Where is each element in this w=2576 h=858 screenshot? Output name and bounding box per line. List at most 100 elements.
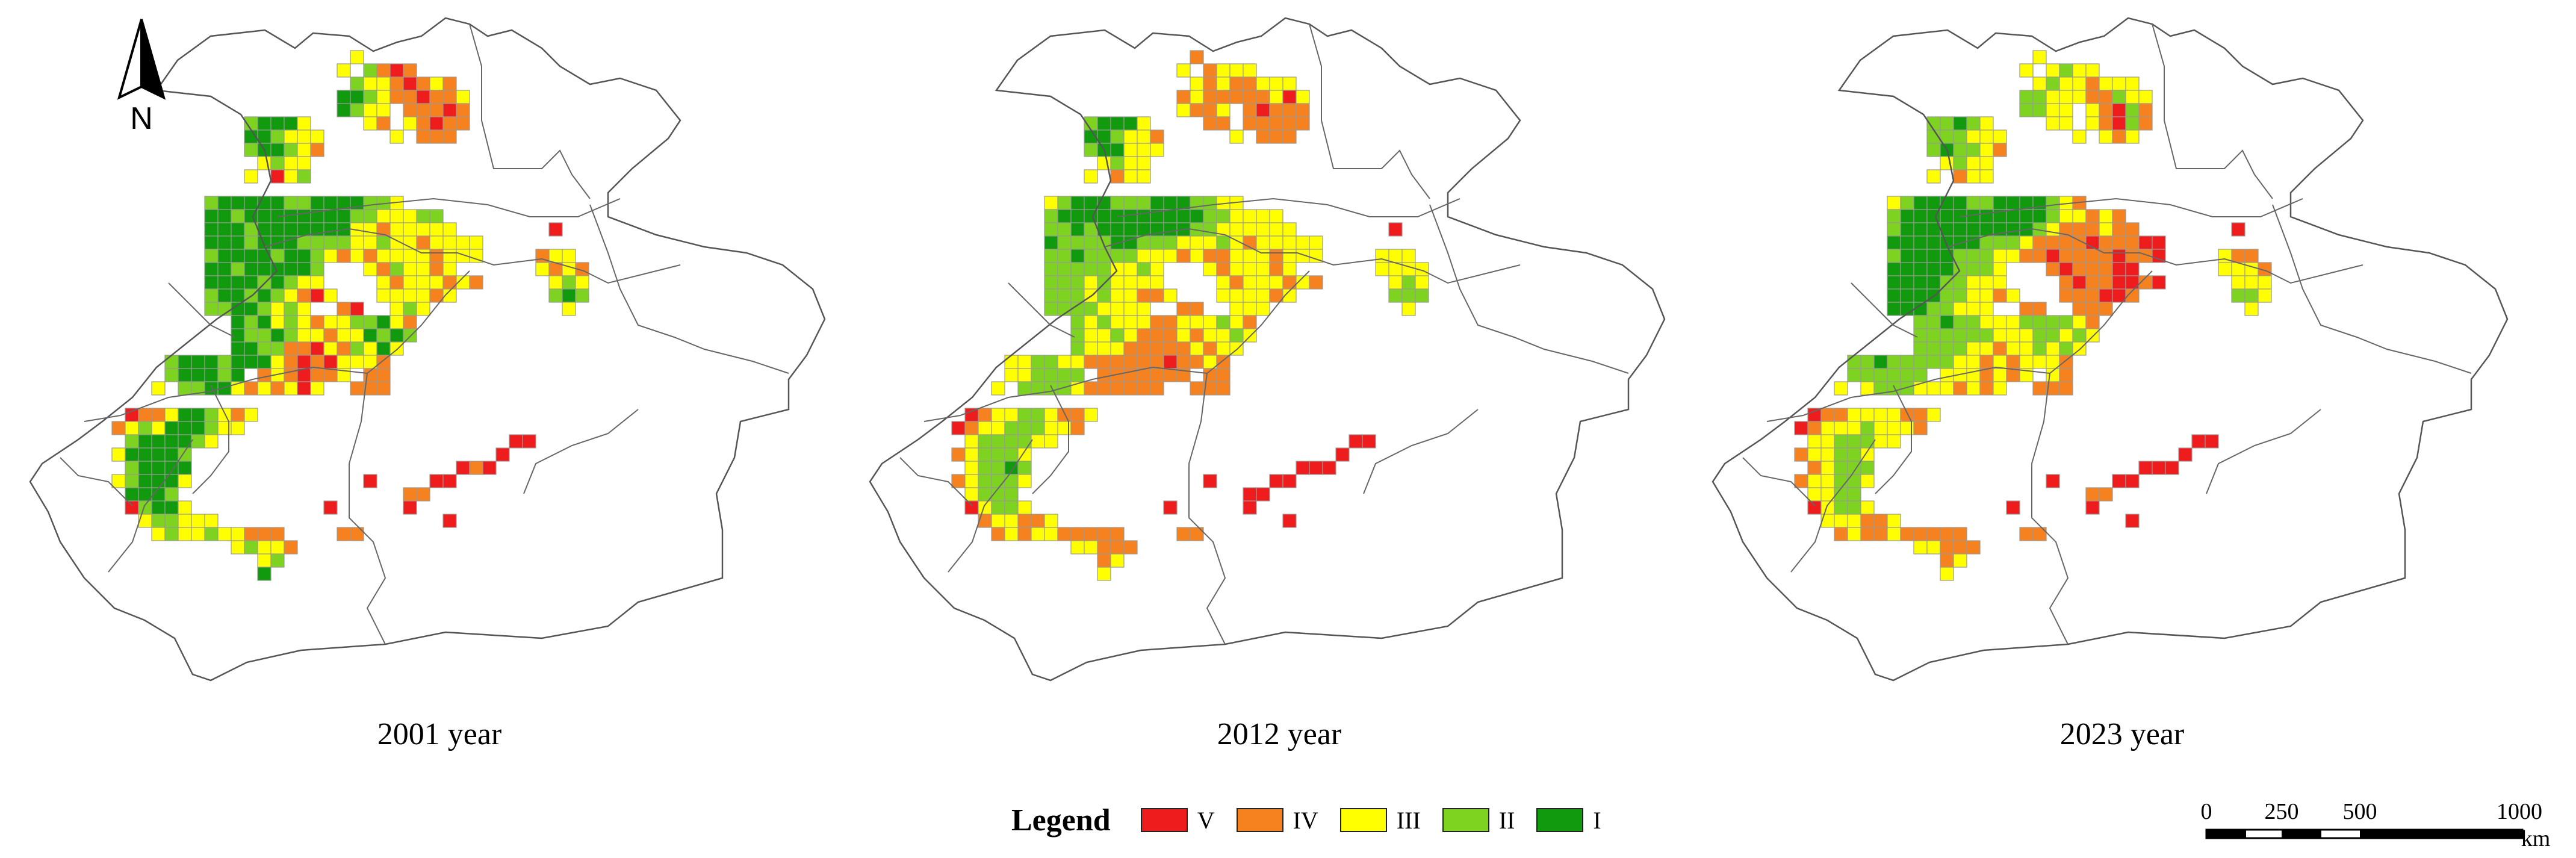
grid-cell bbox=[270, 275, 285, 290]
grid-cell bbox=[1070, 421, 1085, 435]
grid-cell bbox=[2006, 209, 2020, 223]
grid-cell bbox=[1282, 116, 1297, 131]
grid-cell bbox=[1216, 288, 1231, 303]
grid-cell bbox=[2032, 90, 2047, 104]
grid-cell bbox=[231, 341, 245, 356]
grid-cell bbox=[125, 408, 139, 422]
grid-cell bbox=[1243, 500, 1257, 515]
grid-cell bbox=[1070, 275, 1085, 290]
grid-cell bbox=[257, 328, 272, 343]
grid-cell bbox=[350, 302, 364, 316]
grid-cell bbox=[1926, 315, 1941, 329]
grid-cell bbox=[1388, 222, 1403, 237]
grid-cell bbox=[416, 262, 430, 276]
grid-cell bbox=[1887, 249, 1901, 263]
scale-bar: 0 250 500 1000 km bbox=[2191, 795, 2553, 855]
grid-cell bbox=[257, 209, 272, 223]
grid-cell bbox=[1979, 249, 1994, 263]
grid-cell bbox=[964, 447, 979, 462]
grid-cell bbox=[1203, 315, 1217, 329]
grid-cell bbox=[204, 302, 219, 316]
grid-cell bbox=[138, 500, 152, 515]
grid-cell bbox=[1163, 315, 1178, 329]
grid-cell bbox=[1044, 421, 1058, 435]
grid-cell bbox=[2125, 235, 2140, 250]
grid-cell bbox=[482, 461, 497, 475]
grid-cell bbox=[1243, 315, 1257, 329]
grid-cell bbox=[231, 249, 245, 263]
grid-cell bbox=[1084, 315, 1098, 329]
grid-cell bbox=[1940, 553, 1954, 568]
grid-cell bbox=[1873, 368, 1888, 382]
grid-cell bbox=[1097, 567, 1111, 581]
grid-cell bbox=[1887, 381, 1901, 396]
grid-cell bbox=[1887, 275, 1901, 290]
grid-cell bbox=[390, 209, 404, 223]
grid-cell bbox=[1229, 90, 1244, 104]
grid-cell bbox=[2085, 500, 2100, 515]
grid-cell bbox=[2059, 90, 2073, 104]
grid-cell bbox=[495, 447, 510, 462]
grid-cell bbox=[2099, 235, 2113, 250]
grid-cell bbox=[1873, 527, 1888, 541]
grid-cell bbox=[1070, 249, 1085, 263]
grid-cell bbox=[323, 222, 338, 237]
grid-cell bbox=[1847, 355, 1861, 369]
grid-cell bbox=[2138, 116, 2153, 131]
grid-cell bbox=[1057, 196, 1072, 210]
grid-cell bbox=[1993, 381, 2007, 396]
grid-cell bbox=[2152, 275, 2166, 290]
grid-cell bbox=[951, 421, 966, 435]
district-boundary bbox=[276, 197, 621, 217]
grid-cell bbox=[1887, 514, 1901, 528]
grid-cell bbox=[1309, 275, 1323, 290]
grid-cell bbox=[297, 262, 311, 276]
grid-cell bbox=[1110, 143, 1125, 157]
grid-cell bbox=[1203, 196, 1217, 210]
grid-cell bbox=[1017, 421, 1032, 435]
grid-cell bbox=[1834, 474, 1848, 488]
grid-cell bbox=[1044, 235, 1058, 250]
grid-cell bbox=[2032, 315, 2047, 329]
grid-cell bbox=[1296, 90, 1310, 104]
grid-cell bbox=[1057, 222, 1072, 237]
grid-cell bbox=[1282, 129, 1297, 144]
grid-cell bbox=[2112, 235, 2126, 250]
grid-cell bbox=[1388, 288, 1403, 303]
grid-cell bbox=[270, 249, 285, 263]
grid-cell bbox=[1229, 63, 1244, 78]
grid-cell bbox=[337, 302, 351, 316]
grid-cell bbox=[337, 355, 351, 369]
grid-cell bbox=[151, 500, 166, 515]
grid-cell bbox=[469, 249, 483, 263]
grid-cell bbox=[1243, 262, 1257, 276]
grid-cell bbox=[151, 474, 166, 488]
grid-cell bbox=[125, 474, 139, 488]
grid-cell bbox=[337, 209, 351, 223]
grid-cell bbox=[2125, 129, 2140, 144]
grid-cell bbox=[1097, 328, 1111, 343]
grid-cell bbox=[1913, 368, 1928, 382]
grid-cell bbox=[1216, 209, 1231, 223]
grid-cell bbox=[1993, 249, 2007, 263]
grid-cell bbox=[350, 103, 364, 117]
grid-cell bbox=[1388, 249, 1403, 263]
grid-cell bbox=[284, 196, 298, 210]
grid-cell bbox=[204, 434, 219, 449]
grid-cell bbox=[2072, 90, 2087, 104]
grid-cell bbox=[1953, 381, 1967, 396]
grid-cell bbox=[1203, 116, 1217, 131]
grid-cell bbox=[1031, 514, 1045, 528]
grid-cell bbox=[1097, 341, 1111, 356]
grid-cell bbox=[2258, 288, 2272, 303]
grid-cell bbox=[2046, 209, 2060, 223]
grid-cell bbox=[217, 249, 232, 263]
grid-cell bbox=[1887, 434, 1901, 449]
grid-cell bbox=[2085, 315, 2100, 329]
grid-cell bbox=[257, 262, 272, 276]
grid-cell bbox=[297, 302, 311, 316]
grid-cell bbox=[429, 90, 444, 104]
legend-swatch bbox=[1236, 808, 1283, 832]
grid-cell bbox=[2085, 63, 2100, 78]
grid-cell bbox=[1966, 262, 1981, 276]
